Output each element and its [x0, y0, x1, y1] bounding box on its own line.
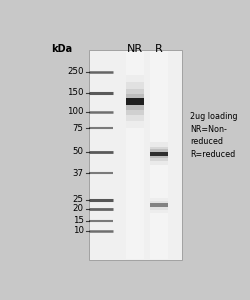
Text: 50: 50	[72, 148, 84, 157]
Bar	[126, 82, 144, 122]
Text: 25: 25	[72, 195, 84, 204]
Bar	[150, 201, 168, 210]
Bar	[126, 89, 144, 115]
Bar	[150, 152, 168, 156]
Bar	[126, 98, 144, 105]
Text: 20: 20	[72, 204, 84, 213]
Bar	[126, 51, 144, 259]
Bar	[150, 203, 168, 207]
Text: NR: NR	[127, 44, 143, 54]
Text: 75: 75	[72, 124, 84, 133]
Text: R: R	[155, 44, 163, 54]
Bar	[150, 198, 168, 213]
Bar	[150, 149, 168, 158]
Text: kDa: kDa	[50, 44, 72, 54]
Text: 2ug loading
NR=Non-
reduced
R=reduced: 2ug loading NR=Non- reduced R=reduced	[190, 112, 238, 159]
Bar	[150, 142, 168, 165]
Text: 150: 150	[67, 88, 84, 97]
Bar	[150, 51, 168, 259]
Bar	[150, 147, 168, 161]
Text: 37: 37	[72, 169, 84, 178]
Bar	[126, 75, 144, 128]
Bar	[126, 94, 144, 110]
Text: 250: 250	[67, 67, 84, 76]
Bar	[90, 50, 182, 260]
Text: 10: 10	[72, 226, 84, 235]
Text: 15: 15	[72, 216, 84, 225]
Text: 100: 100	[67, 107, 84, 116]
